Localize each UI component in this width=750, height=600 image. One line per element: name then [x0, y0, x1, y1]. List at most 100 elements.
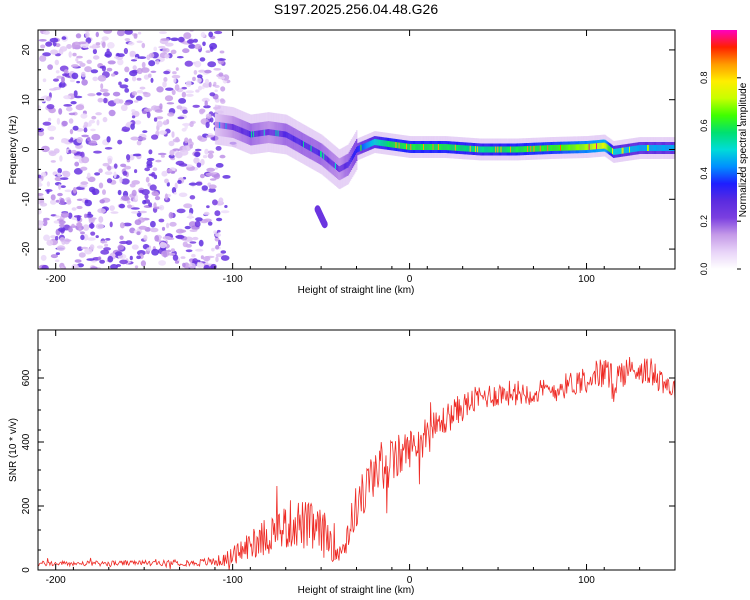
noise-blob	[102, 92, 111, 97]
snr-y-tick-label: 600	[21, 369, 32, 386]
noise-blob	[136, 140, 142, 146]
noise-blob	[185, 249, 193, 253]
noise-blob	[119, 176, 123, 184]
noise-blob	[128, 154, 135, 161]
noise-blob	[76, 55, 83, 59]
ridge-core	[259, 130, 261, 137]
noise-blob	[175, 67, 179, 71]
noise-blob	[189, 229, 198, 233]
ridge-core	[383, 140, 386, 147]
ridge-core	[486, 146, 489, 153]
ridge-core	[627, 146, 630, 153]
ridge-core	[225, 123, 227, 130]
noise-blob	[83, 127, 88, 133]
noise-blob	[218, 72, 224, 77]
noise-blob	[192, 258, 198, 264]
ridge-core	[455, 144, 458, 151]
noise-blob	[132, 153, 142, 157]
ridge-core	[288, 133, 290, 139]
noise-blob	[79, 62, 86, 67]
ridge-core	[644, 145, 647, 151]
noise-blob	[96, 119, 100, 126]
noise-blob	[50, 254, 59, 259]
noise-blob	[101, 41, 106, 48]
ridge-core	[661, 145, 664, 151]
noise-blob	[213, 68, 222, 71]
noise-blob	[68, 118, 74, 124]
noise-blob	[129, 50, 136, 57]
ridge-core	[241, 127, 243, 134]
ridge-core	[416, 144, 419, 150]
noise-blob	[201, 185, 208, 191]
ridge-core	[289, 133, 291, 140]
noise-blob	[91, 133, 101, 141]
ridge-core	[399, 142, 402, 149]
noise-blob	[90, 128, 96, 132]
noise-blob	[195, 217, 203, 222]
ridge-core	[409, 144, 411, 150]
noise-blob	[172, 71, 177, 75]
noise-blob	[212, 199, 218, 206]
noise-blob	[148, 73, 152, 78]
noise-blob	[119, 222, 125, 229]
ridge-core	[574, 144, 577, 151]
ridge-core	[390, 141, 392, 148]
ridge-core	[610, 147, 613, 154]
noise-blob	[60, 177, 69, 181]
ridge-core	[531, 145, 533, 152]
colorbar-tick-label: 0.8	[699, 72, 709, 85]
noise-blob	[104, 54, 111, 57]
noise-blob	[58, 108, 63, 115]
noise-blob	[147, 182, 151, 187]
noise-blob	[128, 41, 135, 46]
ridge-core	[227, 123, 230, 130]
ridge-core	[469, 145, 472, 152]
noise-blob	[66, 106, 73, 112]
noise-blob	[159, 130, 167, 136]
noise-blob	[81, 79, 88, 86]
ridge-core	[582, 144, 584, 151]
ridge-core	[613, 149, 615, 155]
noise-blob	[158, 260, 167, 266]
secondary-branch-blob	[321, 220, 328, 229]
noise-blob	[224, 205, 228, 208]
noise-blob	[46, 104, 55, 110]
noise-blob	[141, 61, 146, 69]
noise-blob	[164, 95, 174, 102]
noise-blob	[119, 84, 129, 89]
noise-blob	[205, 50, 211, 53]
noise-blob	[179, 149, 189, 156]
ridge-core	[275, 130, 277, 137]
noise-blob	[122, 170, 128, 176]
ridge-core	[448, 144, 450, 151]
noise-blob	[86, 258, 95, 261]
noise-blob	[160, 241, 164, 246]
noise-blob	[146, 163, 153, 169]
noise-blob	[72, 52, 77, 57]
ridge-core	[575, 144, 578, 151]
ridge-core	[637, 145, 639, 152]
ridge-core	[292, 135, 294, 142]
noise-blob	[136, 40, 143, 44]
noise-blob	[126, 200, 131, 204]
ridge-core	[214, 121, 217, 128]
noise-blob	[42, 121, 52, 126]
noise-blob	[55, 43, 61, 48]
ridge-core	[451, 144, 454, 151]
noise-blob	[197, 74, 203, 79]
noise-blob	[58, 227, 66, 233]
noise-blob	[154, 196, 161, 201]
ridge-core	[673, 145, 675, 151]
ridge-core	[550, 145, 552, 151]
noise-blob	[157, 152, 167, 156]
noise-blob	[101, 36, 109, 41]
noise-blob	[49, 136, 55, 140]
noise-blob	[220, 255, 230, 261]
ridge-core	[480, 146, 482, 153]
colorbar-tick-label: 0.2	[699, 215, 709, 228]
ridge-core	[255, 130, 257, 137]
noise-blob	[156, 116, 164, 120]
ridge-core	[231, 124, 234, 130]
noise-blob	[80, 234, 85, 241]
noise-blob	[104, 171, 113, 176]
